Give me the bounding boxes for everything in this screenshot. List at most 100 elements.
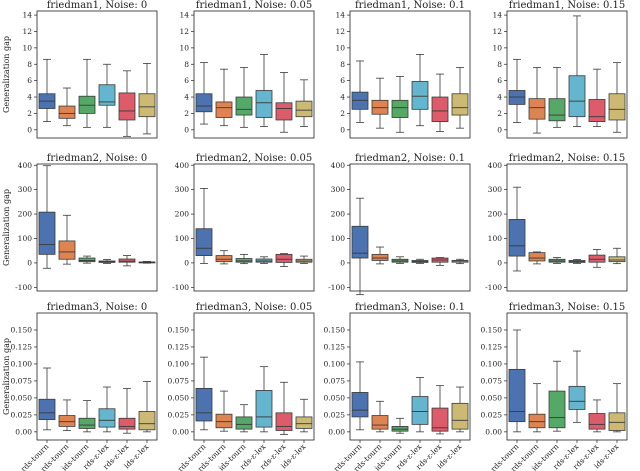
box-3	[78, 255, 96, 264]
iqr-box	[411, 396, 429, 425]
iqr-box	[118, 92, 136, 121]
box-1	[195, 356, 213, 431]
iqr-box	[588, 99, 606, 123]
y-tick-label: 0.025	[324, 410, 346, 419]
y-tick-label: 14	[179, 11, 189, 20]
box-1	[508, 329, 526, 433]
iqr-box	[411, 81, 429, 110]
panel-4: friedman1, Noise: 0.15 0 2 4 6 8 10 12 14	[492, 0, 628, 139]
y-tick-label: 0.150	[324, 326, 346, 335]
iqr-box	[215, 413, 233, 429]
iqr-box	[371, 415, 389, 430]
iqr-box	[255, 390, 273, 428]
panel-title: friedman1, Noise: 0	[47, 0, 148, 11]
iqr-box	[568, 385, 586, 410]
y-tick-label: 0.00	[328, 427, 345, 436]
panel-10: friedman3, Noise: 0.05 0.00 0.025 0.050 0.07…	[168, 302, 315, 471]
box-2	[371, 77, 389, 129]
panel-title: friedman2, Noise: 0.15	[509, 153, 625, 164]
iqr-box	[38, 398, 56, 421]
y-tick-label: 0.025	[168, 410, 190, 419]
y-tick-label: 0.150	[11, 326, 33, 335]
box-3	[235, 67, 253, 128]
panel-frame	[36, 163, 158, 292]
y-tick-label: 0.100	[168, 360, 190, 369]
y-tick-label: 0	[497, 259, 502, 268]
iqr-box	[431, 407, 449, 432]
iqr-box	[215, 101, 233, 118]
iqr-box	[371, 253, 389, 261]
iqr-box	[275, 102, 293, 121]
y-tick-label: 4	[27, 93, 32, 102]
panel-frame	[36, 312, 158, 441]
box-6	[295, 255, 313, 264]
box-5	[431, 257, 449, 266]
box-1	[351, 361, 369, 431]
panel-7: friedman2, Noise: 0.1 -100 0 100 200 300 400	[328, 153, 471, 296]
box-2	[528, 251, 546, 265]
iqr-box	[548, 98, 566, 122]
iqr-box	[608, 93, 626, 121]
box-5	[118, 255, 136, 267]
y-tick-label: 300	[175, 185, 190, 194]
y-tick-label: -100	[172, 283, 189, 292]
box-3	[391, 256, 409, 264]
panel-frame	[506, 163, 628, 292]
iqr-box	[255, 90, 273, 118]
box-5	[588, 249, 606, 268]
y-tick-label: 14	[22, 11, 32, 20]
box-3	[391, 417, 409, 434]
box-6	[138, 261, 156, 264]
iqr-box	[118, 258, 136, 263]
y-tick-label: 4	[340, 93, 345, 102]
y-tick-label: 4	[497, 93, 502, 102]
y-tick-label: 200	[331, 210, 346, 219]
box-1	[195, 62, 213, 125]
iqr-box	[38, 211, 56, 255]
y-tick-label: 10	[335, 43, 345, 52]
y-tick-label: 0.125	[11, 343, 33, 352]
y-tick-label: 300	[331, 185, 346, 194]
y-tick-label: 0	[27, 259, 32, 268]
iqr-box	[528, 413, 546, 429]
y-tick-label: 0.025	[11, 410, 33, 419]
box-3	[78, 400, 96, 433]
box-5	[118, 70, 136, 137]
panel-frame	[506, 312, 628, 441]
y-tick-label: 0	[184, 259, 189, 268]
y-tick-label: 0.00	[485, 427, 502, 436]
box-5	[431, 73, 449, 132]
panel-frame	[193, 10, 315, 139]
panel-6: friedman2, Noise: 0.05 -100 0 100 200 300 400	[172, 153, 315, 292]
iqr-box	[98, 408, 116, 428]
y-tick-label: 0.00	[15, 427, 32, 436]
iqr-box	[295, 416, 313, 429]
y-tick-label: -100	[485, 283, 502, 292]
panel-title: friedman2, Noise: 0.1	[355, 153, 465, 164]
iqr-box	[275, 412, 293, 431]
y-tick-label: 100	[18, 234, 33, 243]
iqr-box	[78, 257, 96, 263]
panel-9: friedman3, Noise: 0 0.00 0.025 0.050 0.075 0.…	[2, 302, 158, 471]
y-tick-label: 0.075	[168, 377, 190, 386]
y-tick-label: 10	[22, 43, 32, 52]
box-2	[58, 214, 76, 265]
box-1	[508, 58, 526, 123]
y-tick-label: 2	[497, 109, 502, 118]
iqr-box	[588, 254, 606, 263]
y-tick-label: 8	[27, 60, 32, 69]
y-tick-label: 0.100	[11, 360, 33, 369]
iqr-box	[78, 417, 96, 429]
iqr-box	[391, 99, 409, 118]
iqr-box	[451, 402, 469, 430]
iqr-box	[275, 253, 293, 263]
box-1	[351, 197, 369, 296]
y-tick-label: 10	[179, 43, 189, 52]
iqr-box	[58, 105, 76, 119]
panel-8: friedman2, Noise: 0.15 -100 0 100 200 300 400	[485, 153, 628, 292]
y-tick-label: 0.075	[11, 377, 33, 386]
box-2	[58, 399, 76, 431]
y-tick-label: 200	[18, 210, 33, 219]
y-tick-label: 300	[18, 185, 33, 194]
